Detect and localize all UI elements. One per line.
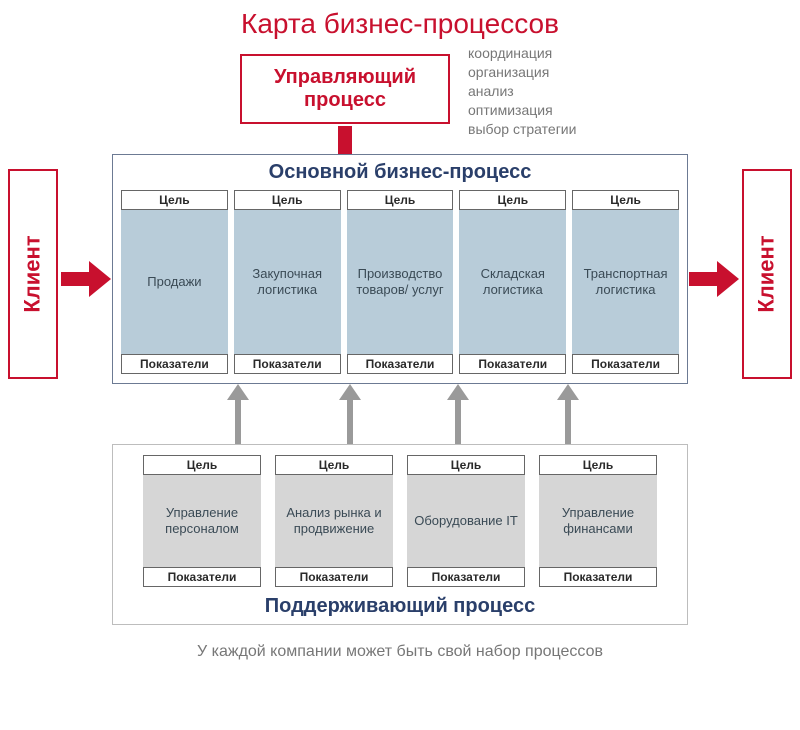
goal-label: Цель [143,455,261,475]
support-arrows-row [0,384,800,444]
core-process-column: ЦельЗакупочная логистикаПоказатели [234,190,341,374]
indicator-label: Показатели [234,354,341,374]
goal-label: Цель [407,455,525,475]
indicator-label: Показатели [407,567,525,587]
page-title: Карта бизнес-процессов [0,8,800,40]
goal-label: Цель [234,190,341,210]
managing-note: выбор стратегии [468,120,576,139]
managing-note: организация [468,63,576,82]
managing-notes-list: координация организация анализ оптимизац… [468,44,576,138]
client-left-label: Клиент [20,235,46,312]
core-process-column: ЦельПроизводство товаров/ услугПоказател… [347,190,454,374]
core-process-name: Производство товаров/ услуг [347,210,454,354]
core-process-name: Продажи [121,210,228,354]
core-process-box: Основной бизнес-процесс ЦельПродажиПоказ… [112,154,688,384]
support-process-name: Анализ рынка и продвижение [275,475,393,567]
arrow-right-icon [689,264,739,294]
managing-row: Управляющий процесс координация организа… [0,54,800,154]
goal-label: Цель [121,190,228,210]
core-process-column: ЦельТранспортная логистикаПоказатели [572,190,679,374]
indicator-label: Показатели [347,354,454,374]
indicator-label: Показатели [143,567,261,587]
indicator-label: Показатели [459,354,566,374]
indicator-label: Показатели [539,567,657,587]
goal-label: Цель [539,455,657,475]
support-process-column: ЦельУправление финансамиПоказатели [539,455,657,587]
support-process-name: Управление финансами [539,475,657,567]
goal-label: Цель [275,455,393,475]
support-process-name: Оборудование IT [407,475,525,567]
support-process-box: ЦельУправление персоналомПоказателиЦельА… [112,444,688,625]
indicator-label: Показатели [572,354,679,374]
core-process-column: ЦельПродажиПоказатели [121,190,228,374]
core-process-name: Закупочная логистика [234,210,341,354]
managing-note: анализ [468,82,576,101]
arrow-up-icon [342,384,358,444]
goal-label: Цель [347,190,454,210]
managing-process-box: Управляющий процесс [240,54,450,124]
core-process-name: Складская логистика [459,210,566,354]
core-stage: Клиент Основной бизнес-процесс ЦельПрода… [0,154,800,384]
arrow-right-icon [61,264,111,294]
footnote-text: У каждой компании может быть свой набор … [0,643,800,661]
support-process-title: Поддерживающий процесс [125,595,675,618]
core-process-title: Основной бизнес-процесс [121,161,679,184]
indicator-label: Показатели [121,354,228,374]
managing-process-label: Управляющий процесс [242,66,448,112]
arrow-up-icon [560,384,576,444]
core-process-column: ЦельСкладская логистикаПоказатели [459,190,566,374]
support-process-column: ЦельОборудование ITПоказатели [407,455,525,587]
client-right-box: Клиент [742,169,792,379]
managing-note: оптимизация [468,101,576,120]
support-columns: ЦельУправление персоналомПоказателиЦельА… [125,455,675,587]
support-process-column: ЦельУправление персоналомПоказатели [143,455,261,587]
client-left-box: Клиент [8,169,58,379]
support-process-column: ЦельАнализ рынка и продвижениеПоказатели [275,455,393,587]
managing-note: координация [468,44,576,63]
arrow-up-icon [230,384,246,444]
support-process-name: Управление персоналом [143,475,261,567]
goal-label: Цель [459,190,566,210]
client-right-label: Клиент [754,235,780,312]
core-columns: ЦельПродажиПоказателиЦельЗакупочная логи… [121,190,679,374]
arrow-up-icon [450,384,466,444]
indicator-label: Показатели [275,567,393,587]
goal-label: Цель [572,190,679,210]
core-process-name: Транспортная логистика [572,210,679,354]
